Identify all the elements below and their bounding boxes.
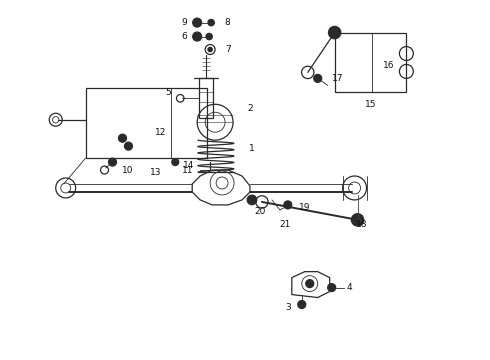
Text: 1: 1 — [249, 144, 255, 153]
Circle shape — [328, 26, 341, 39]
Bar — [199, 78, 213, 118]
Text: 8: 8 — [224, 18, 230, 27]
Circle shape — [298, 301, 306, 309]
Text: 14: 14 — [183, 161, 194, 170]
Circle shape — [351, 214, 364, 226]
Circle shape — [314, 75, 322, 82]
Text: 11: 11 — [182, 166, 194, 175]
Text: 7: 7 — [225, 45, 231, 54]
Circle shape — [284, 201, 292, 209]
Text: 16: 16 — [383, 61, 395, 70]
Circle shape — [208, 19, 214, 26]
Bar — [335, 32, 406, 92]
Text: 18: 18 — [356, 220, 368, 229]
Text: 13: 13 — [149, 167, 161, 176]
Text: 4: 4 — [347, 283, 352, 292]
Circle shape — [108, 158, 117, 166]
Text: 19: 19 — [299, 203, 311, 212]
Circle shape — [208, 47, 212, 52]
Text: 6: 6 — [181, 32, 187, 41]
Text: 15: 15 — [365, 100, 376, 109]
Text: 12: 12 — [155, 128, 166, 137]
Text: 3: 3 — [285, 303, 291, 312]
Circle shape — [193, 32, 202, 41]
Circle shape — [206, 33, 212, 40]
Circle shape — [247, 195, 257, 205]
Text: 17: 17 — [332, 74, 343, 83]
Bar — [86, 88, 207, 158]
Circle shape — [124, 142, 132, 150]
Text: 9: 9 — [181, 18, 187, 27]
Circle shape — [306, 280, 314, 288]
Text: 10: 10 — [122, 166, 134, 175]
Text: 2: 2 — [247, 104, 253, 113]
Text: 21: 21 — [279, 220, 291, 229]
Text: 5: 5 — [166, 88, 171, 97]
Text: 20: 20 — [254, 207, 266, 216]
Circle shape — [119, 134, 126, 142]
Circle shape — [172, 159, 179, 166]
Circle shape — [193, 18, 202, 27]
Circle shape — [328, 284, 336, 292]
